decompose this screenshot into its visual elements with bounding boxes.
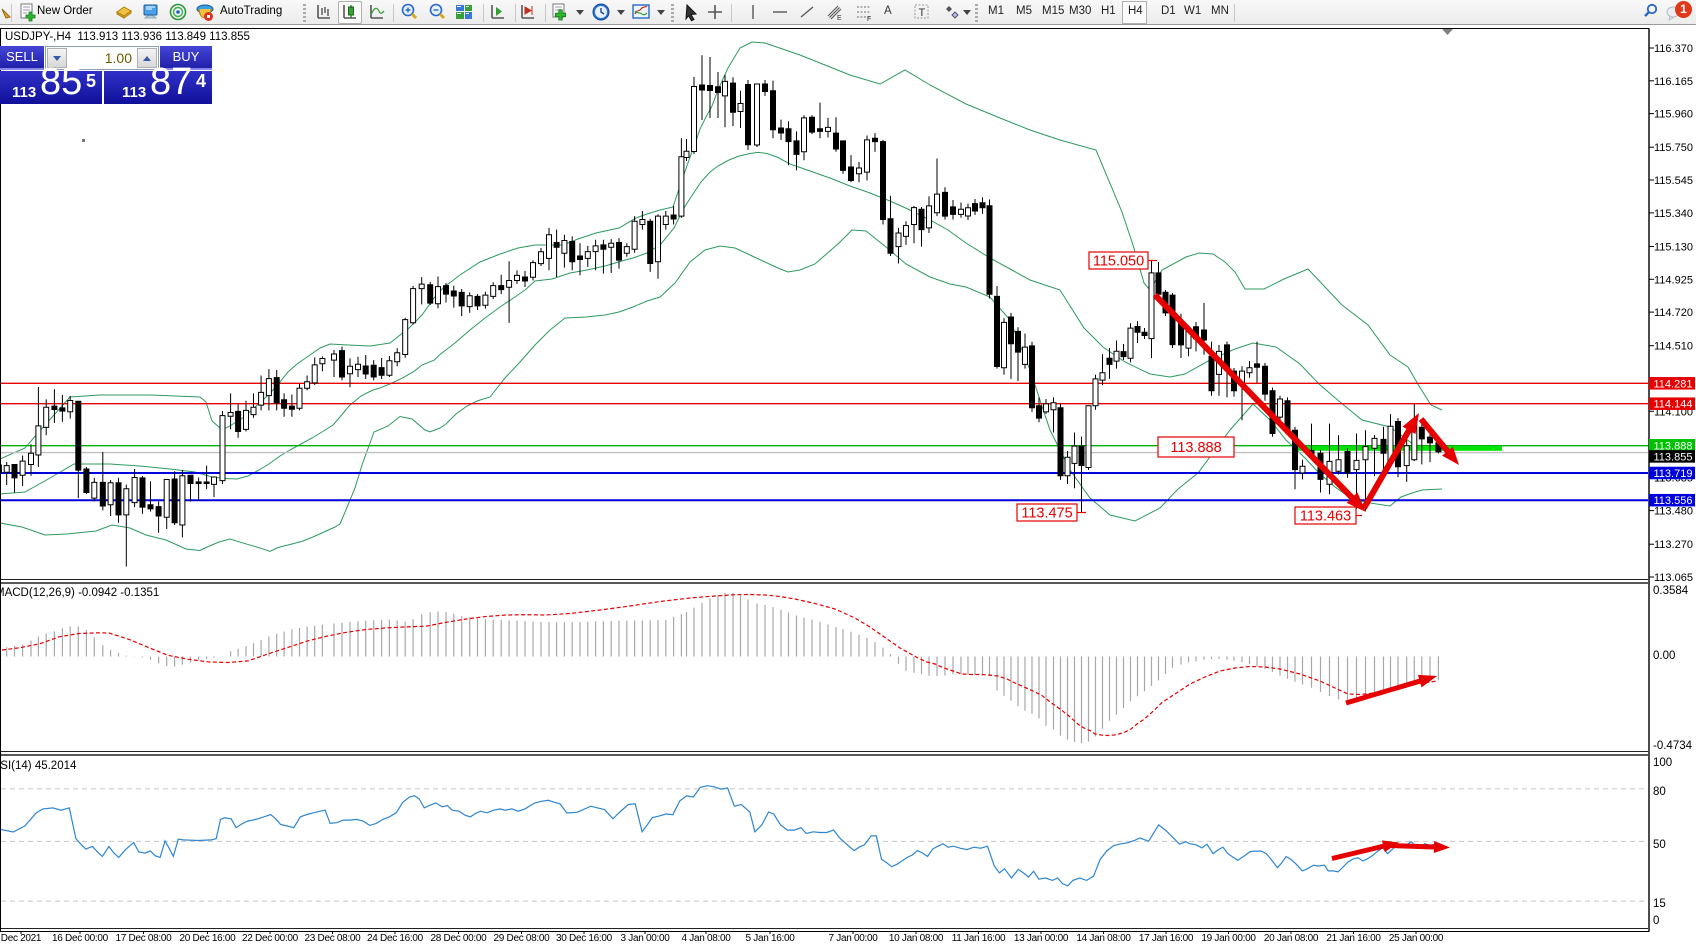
svg-text:100: 100 [1653,757,1672,769]
svg-text:30 Dec 16:00: 30 Dec 16:00 [556,933,613,944]
svg-text:114.510: 114.510 [1654,341,1693,353]
svg-text:17 Jan 16:00: 17 Jan 16:00 [1139,933,1194,944]
svg-text:7 Jan 00:00: 7 Jan 00:00 [829,933,879,944]
svg-text:28 Dec 00:00: 28 Dec 00:00 [431,933,488,944]
svg-text:23 Dec 08:00: 23 Dec 08:00 [305,933,362,944]
svg-text:113.463: 113.463 [1300,509,1351,525]
svg-text:113.719: 113.719 [1654,468,1693,480]
svg-text:115.960: 115.960 [1654,109,1693,121]
svg-text:21 Jan 16:00: 21 Jan 16:00 [1326,933,1381,944]
svg-text:29 Dec 08:00: 29 Dec 08:00 [494,933,551,944]
svg-text:113.855: 113.855 [1654,451,1693,463]
svg-text:16 Dec 00:00: 16 Dec 00:00 [52,933,109,944]
svg-text:25 Jan 00:00: 25 Jan 00:00 [1389,933,1444,944]
svg-text:22 Dec 00:00: 22 Dec 00:00 [242,933,299,944]
svg-text:24 Dec 16:00: 24 Dec 16:00 [367,933,424,944]
svg-text:113.475: 113.475 [1021,506,1072,522]
svg-text:13 Jan 00:00: 13 Jan 00:00 [1014,933,1069,944]
svg-text:E: E [837,15,842,22]
svg-text:115.750: 115.750 [1654,142,1693,154]
svg-text:15: 15 [1653,898,1666,910]
svg-text:0.3584: 0.3584 [1653,585,1689,597]
svg-text:50: 50 [1653,839,1666,851]
svg-text:115.130: 115.130 [1654,242,1693,254]
svg-text:Dec 2021: Dec 2021 [1,933,42,944]
svg-text:-0.4734: -0.4734 [1653,740,1693,752]
svg-text:113.556: 113.556 [1654,495,1693,507]
svg-text:4 Jan 08:00: 4 Jan 08:00 [682,933,732,944]
svg-text:113.270: 113.270 [1654,539,1693,551]
svg-text:MACD(12,26,9) -0.0942 -0.1351: MACD(12,26,9) -0.0942 -0.1351 [0,587,159,599]
svg-text:5 Jan 16:00: 5 Jan 16:00 [746,933,796,944]
svg-text:20 Jan 08:00: 20 Jan 08:00 [1264,933,1319,944]
svg-text:0.00: 0.00 [1653,650,1675,662]
svg-text:3 Jan 00:00: 3 Jan 00:00 [621,933,671,944]
svg-text:113.888: 113.888 [1654,440,1693,452]
svg-text:F: F [867,16,871,23]
svg-text:115.340: 115.340 [1654,208,1693,220]
svg-text:0: 0 [1653,915,1659,927]
svg-text:114.281: 114.281 [1654,378,1693,390]
svg-text:115.050: 115.050 [1093,254,1144,270]
svg-text:114.720: 114.720 [1654,307,1693,319]
svg-text:114.144: 114.144 [1654,399,1693,411]
svg-text:RSI(14) 45.2014: RSI(14) 45.2014 [0,760,77,772]
svg-text:10 Jan 08:00: 10 Jan 08:00 [889,933,944,944]
svg-text:USDJPY-,H4 113.913 113.936 11: USDJPY-,H4 113.913 113.936 113.849 113.8… [5,31,250,43]
svg-text:80: 80 [1653,786,1666,798]
svg-text:14 Jan 08:00: 14 Jan 08:00 [1076,933,1131,944]
svg-text:19 Jan 00:00: 19 Jan 00:00 [1201,933,1256,944]
svg-text:116.165: 116.165 [1654,76,1693,88]
svg-text:113.480: 113.480 [1654,506,1693,518]
svg-text:113.888: 113.888 [1170,440,1221,456]
svg-text:114.925: 114.925 [1654,274,1693,286]
svg-text:115.545: 115.545 [1654,175,1693,187]
svg-text:20 Dec 16:00: 20 Dec 16:00 [180,933,237,944]
svg-text:17 Dec 08:00: 17 Dec 08:00 [116,933,173,944]
svg-text:116.370: 116.370 [1654,43,1693,55]
svg-text:T: T [919,7,926,19]
svg-text:11 Jan 16:00: 11 Jan 16:00 [952,933,1006,944]
svg-text:113.065: 113.065 [1654,572,1693,584]
